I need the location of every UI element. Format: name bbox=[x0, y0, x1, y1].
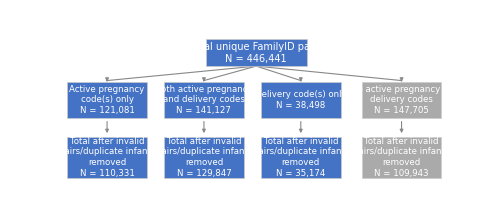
FancyBboxPatch shape bbox=[164, 82, 244, 118]
Text: No active pregnancy or
delivery codes
N = 147,705: No active pregnancy or delivery codes N … bbox=[351, 85, 452, 115]
FancyBboxPatch shape bbox=[164, 137, 244, 178]
Text: Total after invalid
pairs/duplicate infants
removed
N = 110,331: Total after invalid pairs/duplicate infa… bbox=[59, 137, 155, 178]
Text: Delivery code(s) only
N = 38,498: Delivery code(s) only N = 38,498 bbox=[255, 90, 346, 110]
Text: Total unique FamilyID pairs
N = 446,441: Total unique FamilyID pairs N = 446,441 bbox=[190, 42, 322, 64]
FancyBboxPatch shape bbox=[362, 82, 442, 118]
FancyBboxPatch shape bbox=[68, 82, 147, 118]
FancyBboxPatch shape bbox=[261, 137, 340, 178]
Text: Active pregnancy
code(s) only
N = 121,081: Active pregnancy code(s) only N = 121,08… bbox=[70, 85, 144, 115]
Text: Total after invalid
pairs/duplicate infants
removed
N = 109,943: Total after invalid pairs/duplicate infa… bbox=[354, 137, 450, 178]
Text: Total after invalid
pairs/duplicate infants
removed
N = 129,847: Total after invalid pairs/duplicate infa… bbox=[156, 137, 252, 178]
Text: Total after invalid
pairs/duplicate infants
removed
N = 35,174: Total after invalid pairs/duplicate infa… bbox=[252, 137, 349, 178]
FancyBboxPatch shape bbox=[261, 82, 340, 118]
Text: Both active pregnancy
and delivery codes
N = 141,127: Both active pregnancy and delivery codes… bbox=[155, 85, 253, 115]
FancyBboxPatch shape bbox=[362, 137, 442, 178]
FancyBboxPatch shape bbox=[206, 39, 306, 66]
FancyBboxPatch shape bbox=[68, 137, 147, 178]
